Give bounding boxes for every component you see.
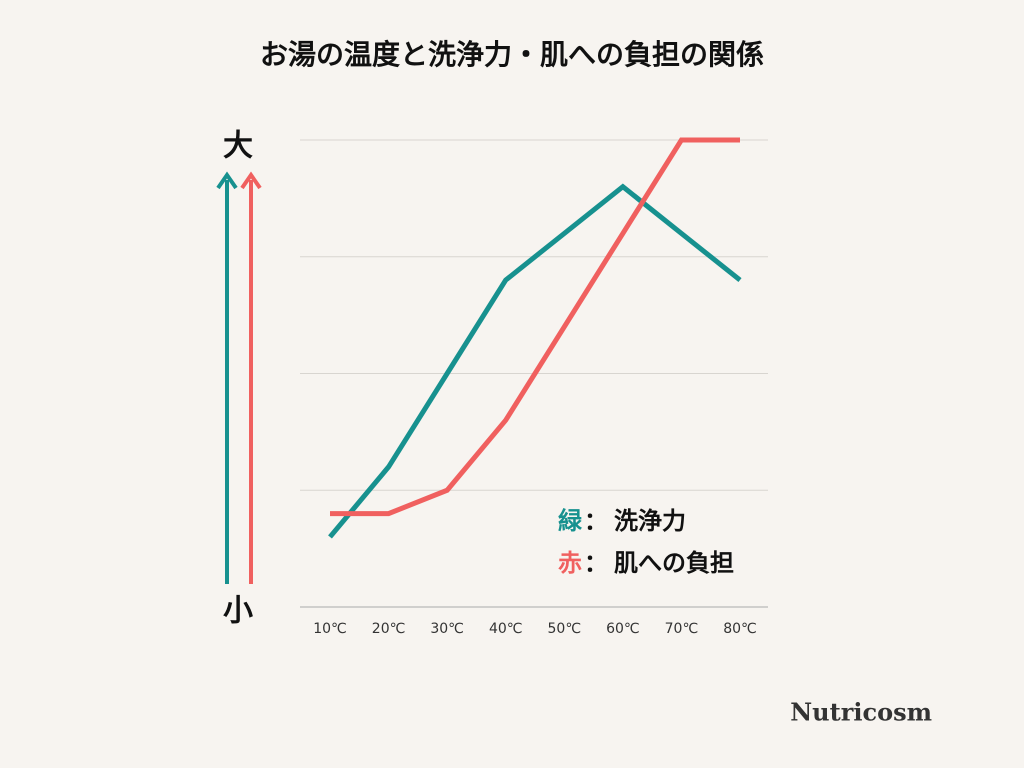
- legend-separator: ：: [584, 549, 608, 577]
- legend-label: 肌への負担: [614, 549, 734, 577]
- x-tick-label: 70℃: [665, 621, 699, 637]
- y-low-label: 小: [223, 594, 253, 629]
- series-line: [330, 137, 740, 517]
- x-tick-label: 50℃: [548, 621, 582, 637]
- legend-label: 洗浄力: [614, 507, 686, 535]
- x-tick-label: 40℃: [489, 621, 523, 637]
- x-tick-label: 10℃: [313, 621, 347, 637]
- brand: Nutricosm: [790, 698, 932, 727]
- legend-separator: ：: [584, 507, 608, 535]
- x-tick-label: 60℃: [606, 621, 640, 637]
- arrows: [216, 171, 262, 584]
- x-tick-label: 20℃: [372, 621, 406, 637]
- series-line: [328, 183, 742, 539]
- y-high-label: 大: [223, 129, 253, 164]
- x-tick-label: 80℃: [723, 621, 757, 637]
- x-tick-label: 30℃: [430, 621, 464, 637]
- legend-color-label: 緑: [558, 507, 583, 535]
- chart-title: お湯の温度と洗浄力・肌への負担の関係: [260, 38, 764, 71]
- legend-color-label: 赤: [558, 549, 582, 577]
